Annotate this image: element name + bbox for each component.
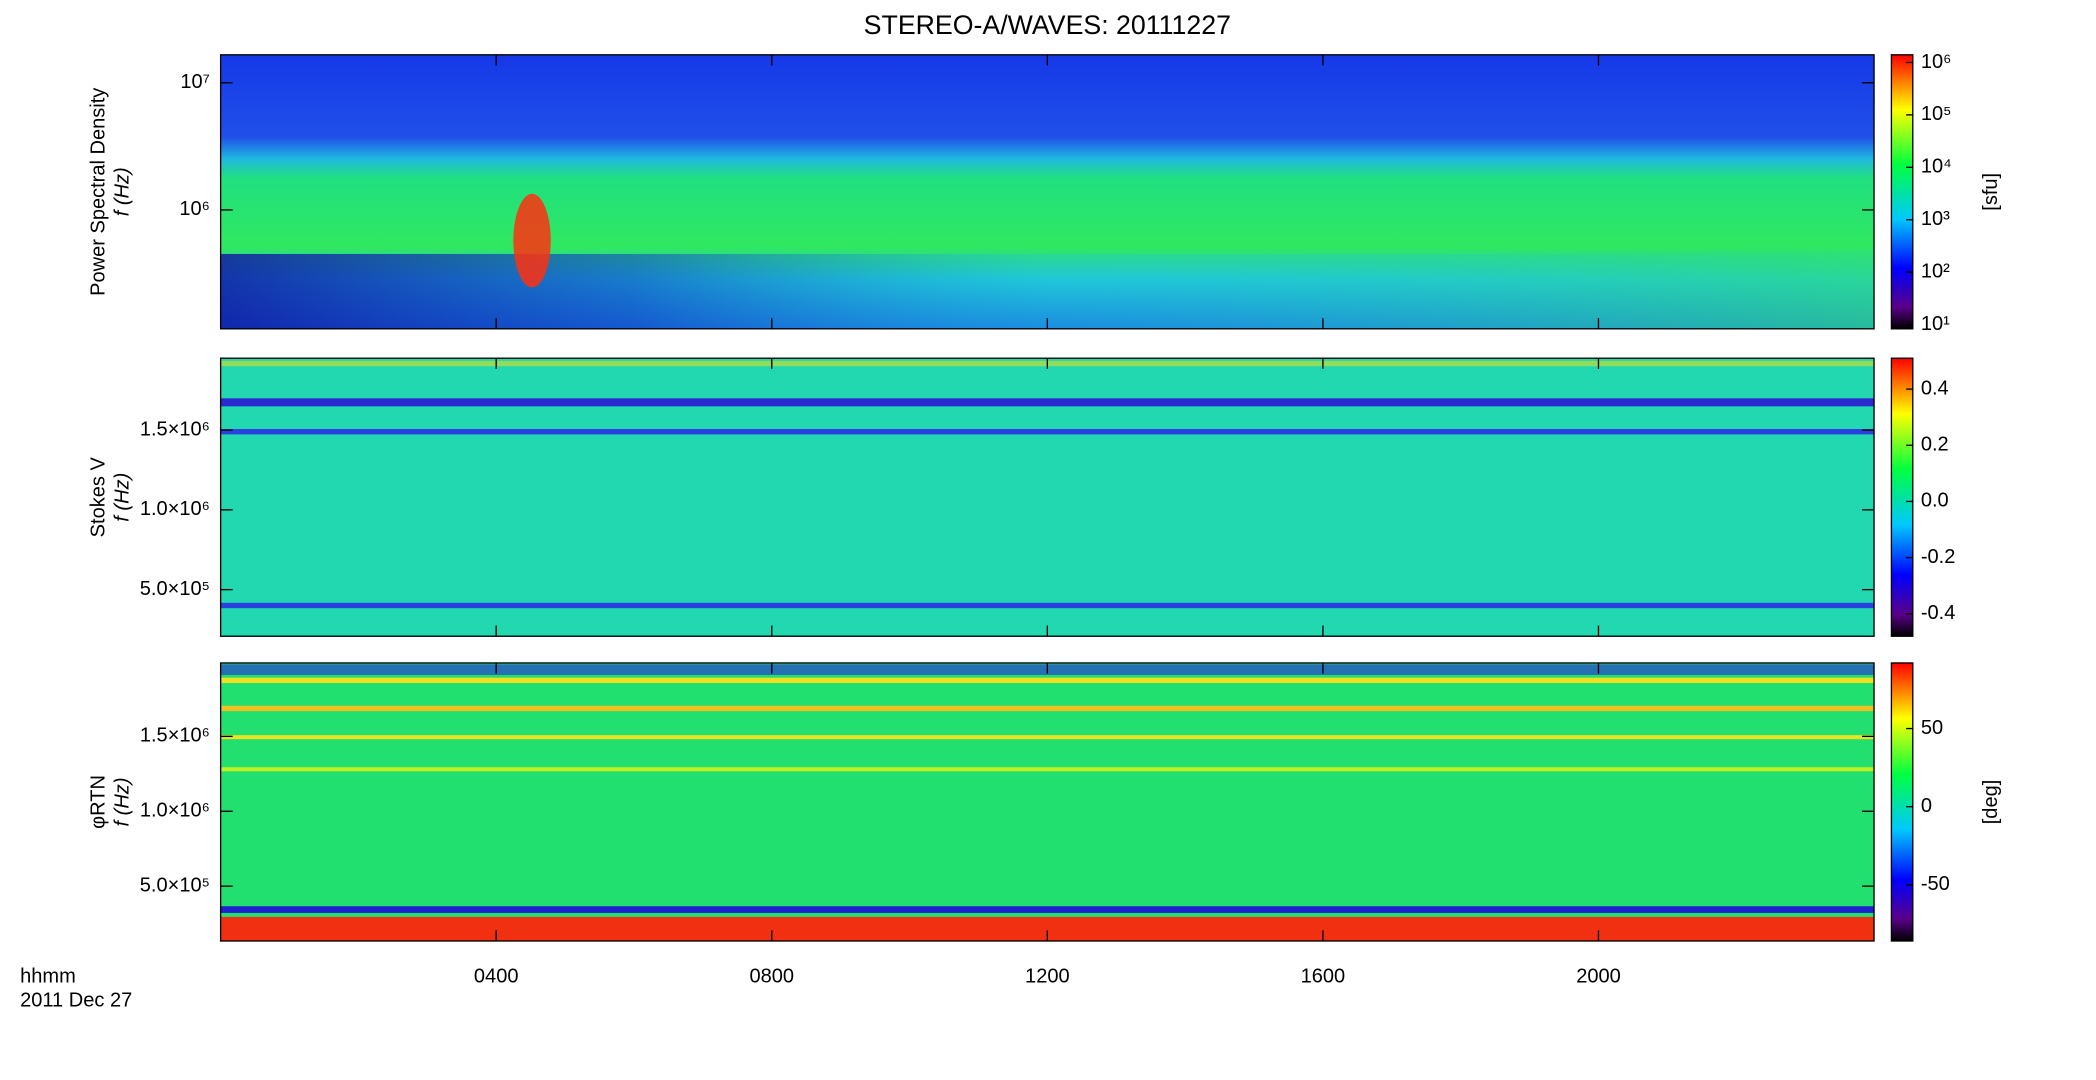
colorbar <box>1890 662 1914 942</box>
colorbar-tick-label: -50 <box>1921 873 1950 895</box>
chart-title: STEREO-A/WAVES: 20111227 <box>864 10 1231 40</box>
stripe <box>220 429 1875 435</box>
stripe <box>220 677 1875 684</box>
stripe <box>220 398 1875 407</box>
colorbar-tick-label: 10⁶ <box>1921 51 1952 73</box>
colorbar-tick-label: 0.4 <box>1921 377 1949 399</box>
colorbar-tick-label: -0.2 <box>1921 546 1956 568</box>
stripe <box>220 602 1875 609</box>
y-axis-label: f (Hz) <box>111 167 133 216</box>
y-axis-label: Stokes V <box>87 457 109 538</box>
colorbar-tick-label: 10¹ <box>1921 313 1950 335</box>
y-axis-label: f (Hz) <box>111 473 133 522</box>
y-axis-label: Power Spectral Density <box>87 88 109 296</box>
colorbar-label: [sfu] <box>1980 173 2002 211</box>
stripe <box>220 735 1875 740</box>
x-tick-label: 2000 <box>1576 965 1621 987</box>
y-axis-label: φRTN <box>87 775 109 829</box>
x-tick-label: 0400 <box>474 965 519 987</box>
y-axis-label: f (Hz) <box>111 777 133 826</box>
x-tick-label: 0800 <box>749 965 794 987</box>
y-tick-label: 1.5×10⁶ <box>140 725 210 747</box>
y-tick-label: 1.5×10⁶ <box>140 418 210 440</box>
colorbar-tick-label: 0.2 <box>1921 434 1949 456</box>
stripe <box>220 705 1875 712</box>
burst <box>513 193 551 288</box>
y-tick-label: 1.0×10⁶ <box>140 498 210 520</box>
colorbar-tick-label: 10³ <box>1921 208 1950 230</box>
colorbar-tick-label: 0 <box>1921 795 1932 817</box>
y-tick-label: 10⁷ <box>180 71 210 93</box>
y-tick-label: 1.0×10⁶ <box>140 800 210 822</box>
colorbar <box>1890 357 1914 637</box>
colorbar-tick-label: -0.4 <box>1921 602 1956 624</box>
colorbar-tick-label: 10² <box>1921 260 1950 282</box>
x-tick-label: 1200 <box>1025 965 1070 987</box>
colorbar-tick-label: 0.0 <box>1921 490 1949 512</box>
spectrogram-image <box>220 662 1875 941</box>
x-axis-label: 2011 Dec 27 <box>20 989 132 1011</box>
x-axis-label: hhmm <box>20 965 76 987</box>
colorbar-label: [deg] <box>1980 780 2002 825</box>
colorbar <box>1890 54 1914 330</box>
stripe <box>220 906 1875 913</box>
spectrogram-image <box>220 253 1875 329</box>
stripe <box>220 767 1875 772</box>
x-tick-label: 1600 <box>1301 965 1346 987</box>
y-tick-label: 10⁶ <box>179 198 210 220</box>
y-tick-label: 5.0×10⁵ <box>140 874 210 896</box>
colorbar-tick-label: 10⁵ <box>1921 103 1952 125</box>
y-tick-label: 5.0×10⁵ <box>140 578 210 600</box>
colorbar-tick-label: 50 <box>1921 717 1943 739</box>
panel-images <box>220 54 1875 941</box>
colorbar-tick-label: 10⁴ <box>1921 156 1952 178</box>
